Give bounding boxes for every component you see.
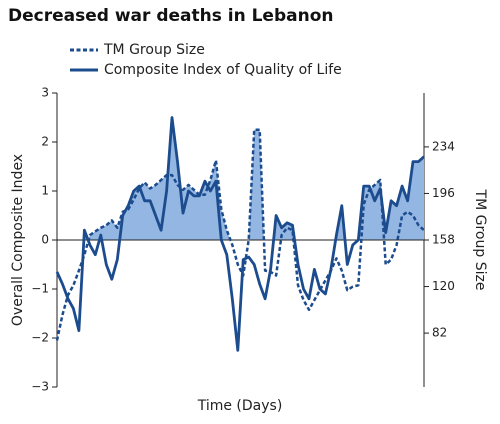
- area-fill-group: [57, 117, 424, 240]
- y2-tick-label: 234: [432, 139, 455, 153]
- y-tick-label: 1: [41, 184, 49, 198]
- area-fill: [57, 117, 424, 240]
- y-tick-label: 3: [41, 86, 49, 100]
- y2-tick-label: 120: [432, 279, 455, 293]
- legend-label: Composite Index of Quality of Life: [104, 62, 342, 78]
- y-tick-label: 0: [41, 233, 49, 247]
- y2-tick-label: 158: [432, 233, 455, 247]
- y-tick-label: −2: [31, 331, 49, 345]
- series-line: [55, 116, 425, 352]
- y-tick-label: 2: [41, 135, 49, 149]
- y2-tick-label: 82: [432, 326, 447, 340]
- y2-tick-label: 196: [432, 186, 455, 200]
- series-line: [55, 128, 425, 341]
- chart-title: Decreased war deaths in Lebanon: [8, 6, 334, 26]
- y2-axis-label: TM Group Size: [472, 189, 488, 291]
- y-axis-label: Overall Composite Index: [10, 154, 26, 326]
- y-tick-label: −3: [31, 380, 49, 394]
- x-axis-label: Time (Days): [197, 398, 283, 414]
- legend-label: TM Group Size: [103, 42, 205, 58]
- y-tick-label: −1: [31, 282, 49, 296]
